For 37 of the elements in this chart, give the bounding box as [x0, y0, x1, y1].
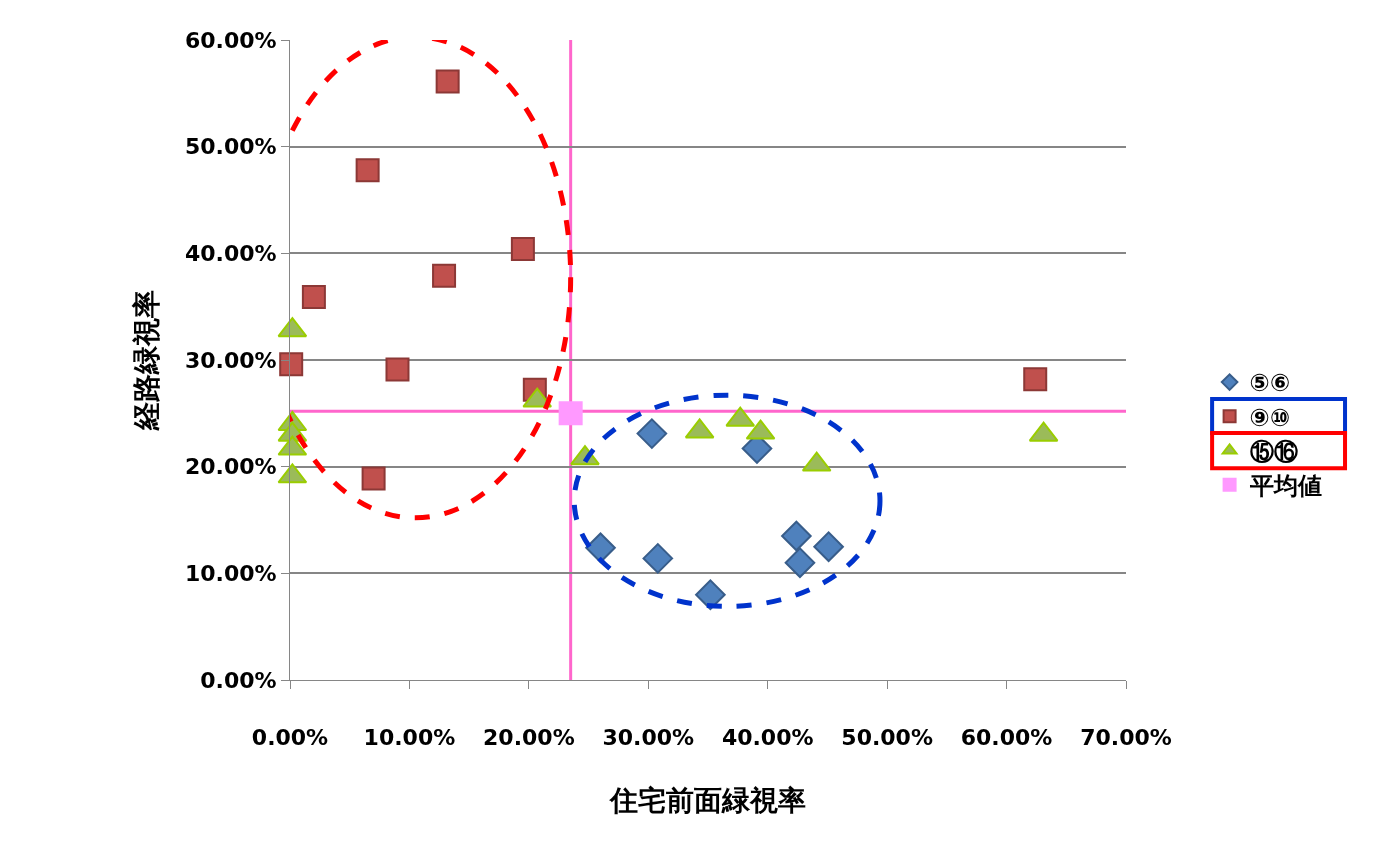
point	[784, 547, 816, 578]
point	[435, 69, 460, 94]
y-tick-label: 60.00%	[184, 27, 277, 53]
point	[558, 401, 583, 426]
legend-label: ⑮⑯	[1249, 437, 1298, 466]
x-tick-label: 10.00%	[363, 725, 456, 751]
point	[813, 531, 844, 562]
y-axis-title: 経路緑視率	[129, 290, 163, 431]
y-tick-label: 10.00%	[184, 561, 277, 587]
y-tick-label: 30.00%	[184, 347, 277, 373]
point	[301, 285, 326, 310]
legend-label: 平均値	[1248, 472, 1322, 501]
legend-label: ⑤⑥	[1249, 369, 1291, 398]
point	[781, 520, 812, 552]
point	[279, 352, 304, 377]
point	[432, 263, 457, 288]
point	[695, 579, 726, 610]
x-tick-label: 30.00%	[602, 725, 695, 751]
point	[510, 237, 535, 262]
point	[361, 466, 386, 491]
legend-label: ⑨⑩	[1249, 403, 1291, 432]
x-tick-label: 70.00%	[1080, 725, 1172, 751]
x-tick-label: 60.00%	[960, 725, 1053, 751]
point	[385, 357, 410, 382]
y-tick-label: 50.00%	[184, 134, 277, 160]
y-tick-label: 20.00%	[184, 454, 277, 480]
point	[636, 418, 668, 449]
point	[642, 543, 674, 574]
point	[1023, 367, 1048, 392]
x-tick-label: 50.00%	[841, 725, 933, 751]
x-tick-label: 0.00%	[251, 725, 329, 751]
y-tick-label: 0.00%	[200, 667, 277, 693]
x-tick-label: 20.00%	[483, 725, 575, 751]
x-axis-title: 住宅前面緑視率	[608, 783, 806, 817]
point	[355, 158, 380, 183]
y-tick-label: 40.00%	[184, 241, 277, 267]
x-tick-label: 40.00%	[721, 725, 814, 751]
